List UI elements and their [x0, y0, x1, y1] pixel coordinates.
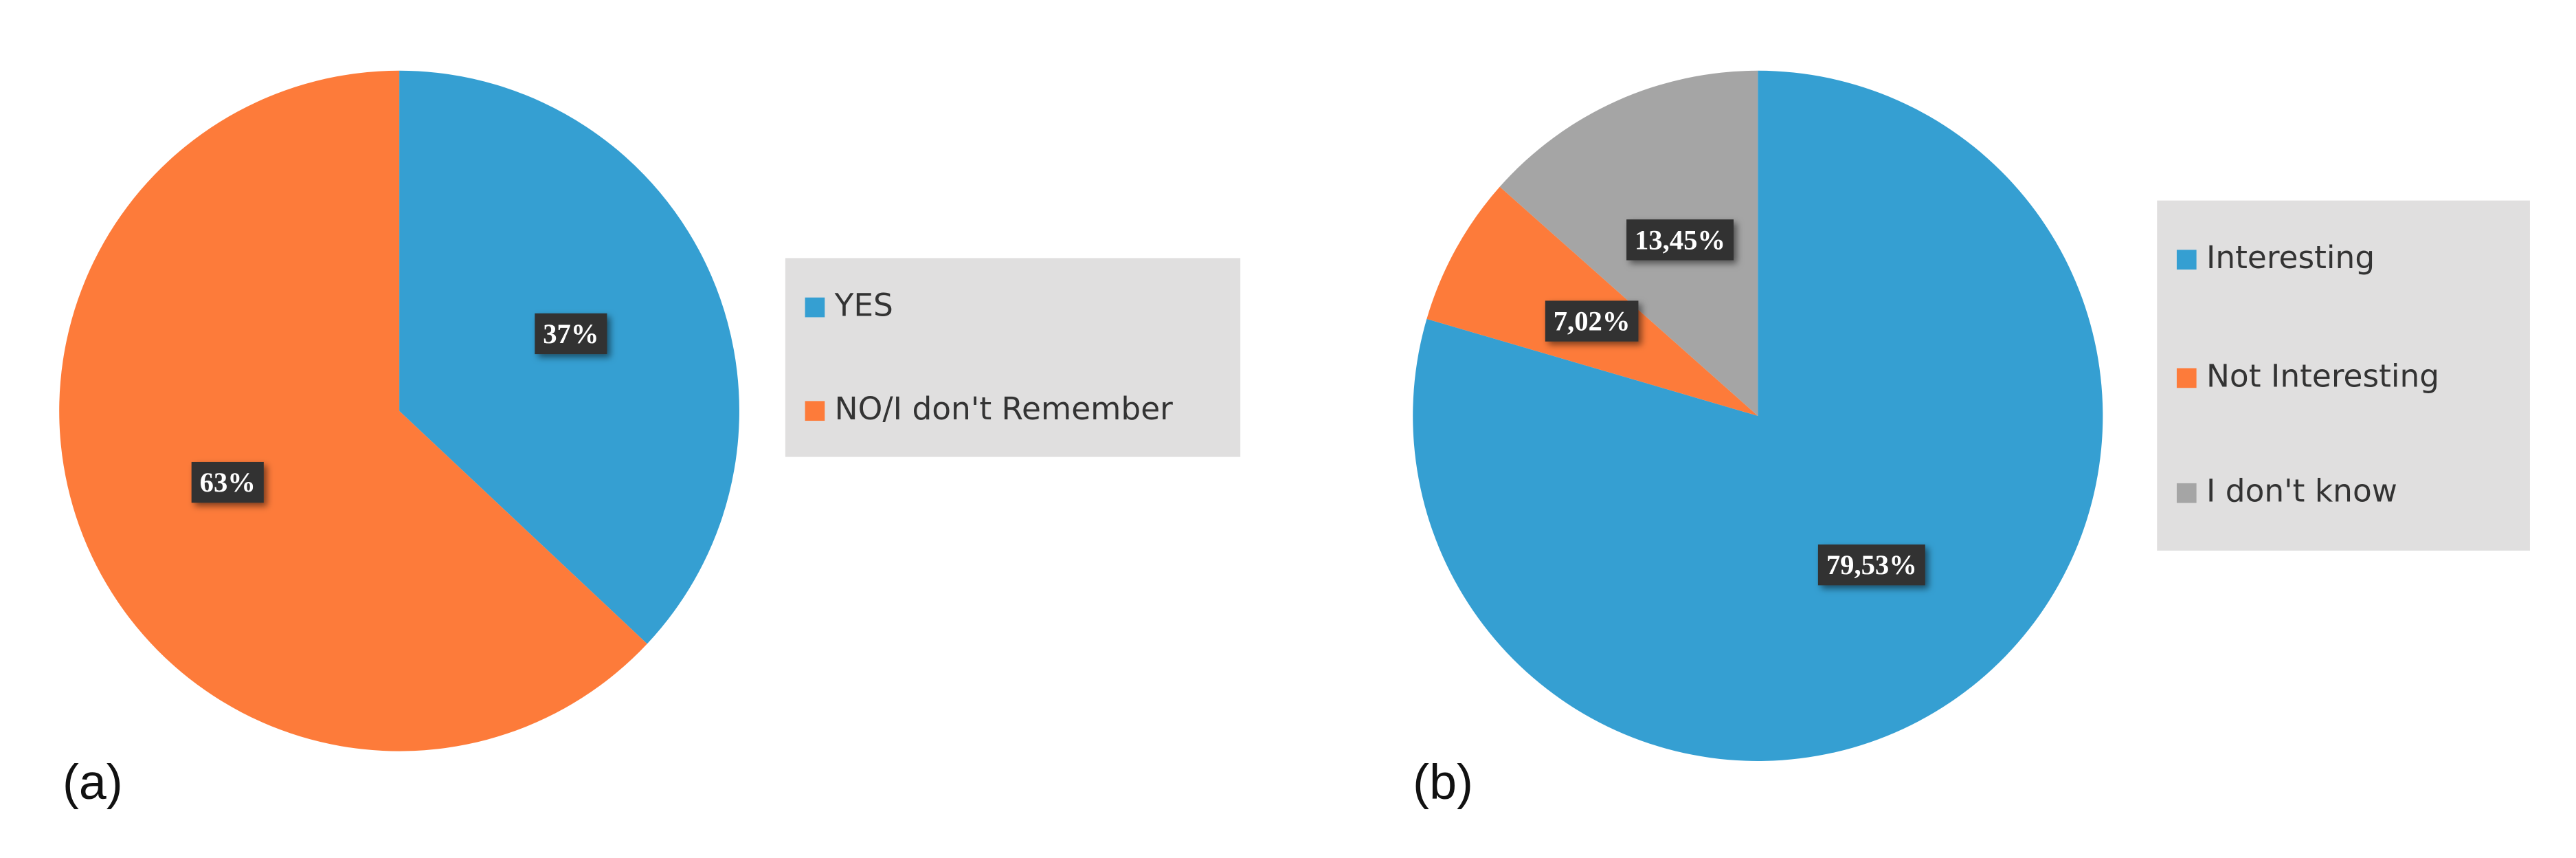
- legend-swatch: [805, 401, 825, 421]
- data-label: 79,53%: [1826, 549, 1917, 580]
- legend-swatch: [2176, 483, 2197, 503]
- legend-label: YES: [834, 287, 893, 324]
- data-label-box: [1817, 544, 1925, 586]
- pie-slice: [399, 70, 739, 644]
- panel-label: (a): [63, 755, 123, 810]
- data-label-box: [535, 313, 607, 355]
- legend-swatch: [805, 297, 825, 318]
- data-label-box: [1545, 300, 1639, 342]
- data-label-box: [1626, 219, 1734, 261]
- legend-label: NO/I don't Remember: [835, 390, 1174, 427]
- legend-swatch: [2176, 250, 2197, 270]
- data-label: 13,45%: [1635, 224, 1725, 255]
- legend-box: [2157, 200, 2530, 551]
- legend-label: I don't know: [2206, 473, 2397, 509]
- panel-label: (b): [1413, 755, 1473, 810]
- data-label-box: [191, 461, 264, 503]
- data-label: 63%: [200, 467, 256, 498]
- legend-box: [785, 258, 1241, 457]
- legend-label: Not Interesting: [2206, 358, 2439, 394]
- legend-label: Interesting: [2206, 239, 2375, 276]
- data-label: 7,02%: [1554, 306, 1631, 337]
- pie-slice: [59, 70, 647, 751]
- data-label: 37%: [543, 318, 598, 349]
- legend-swatch: [2176, 368, 2197, 388]
